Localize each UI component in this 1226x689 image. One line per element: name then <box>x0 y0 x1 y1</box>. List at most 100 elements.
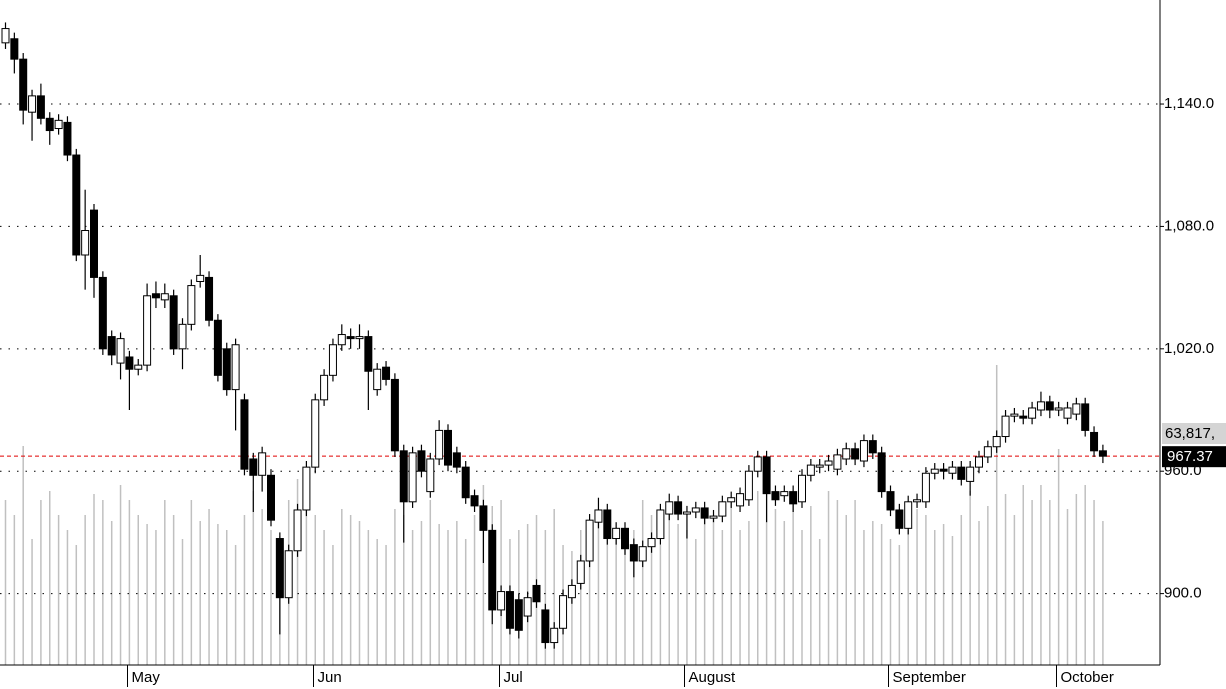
candle-body <box>28 95 37 113</box>
candle-body <box>169 295 178 350</box>
candle-body <box>1081 403 1090 431</box>
candle-body <box>488 529 497 611</box>
x-tick-label: September <box>893 669 966 686</box>
candle-body <box>532 584 541 603</box>
candle-body <box>479 505 488 531</box>
candle-body <box>629 544 638 562</box>
candle-body <box>771 491 780 501</box>
candle-body <box>284 550 293 599</box>
y-tick-label: 1,080.0 <box>1164 217 1214 234</box>
candle-body <box>382 366 391 380</box>
candle-body <box>567 584 576 599</box>
candle-body <box>125 356 134 370</box>
candle-body <box>957 466 966 480</box>
candle-body <box>320 374 329 401</box>
candle-body <box>594 509 603 523</box>
candle-body <box>231 344 240 391</box>
candle-body <box>72 154 81 256</box>
candle-body <box>19 58 28 111</box>
candle-body <box>815 464 824 468</box>
candle-body <box>744 470 753 501</box>
candle-body <box>612 527 621 540</box>
candle-body <box>992 436 1001 448</box>
candle-body <box>921 472 930 503</box>
candle-body <box>1010 413 1019 417</box>
candle-body <box>461 466 470 499</box>
candle-body <box>444 429 452 466</box>
candle-body <box>187 285 196 325</box>
candle-body <box>1072 403 1081 415</box>
volume-layer <box>4 365 1104 665</box>
candle-body <box>293 509 302 552</box>
candle-body <box>151 293 160 299</box>
candle-body <box>859 440 868 462</box>
candle-body <box>470 495 479 507</box>
candle-body <box>868 440 877 454</box>
candle-body <box>240 399 249 470</box>
candle-body <box>541 609 550 644</box>
candle-body <box>851 448 860 460</box>
candle-body <box>390 378 399 452</box>
candle-body <box>833 454 842 470</box>
candle-body <box>559 595 568 629</box>
candle-body <box>1001 415 1010 438</box>
candle-body <box>213 319 222 376</box>
candle-body <box>647 538 656 548</box>
candle-body <box>718 501 727 517</box>
candle-body <box>939 468 948 472</box>
candle-body <box>1063 407 1072 419</box>
candle-layer <box>1 22 1107 649</box>
candle-body <box>691 507 700 513</box>
candle-body <box>736 493 745 507</box>
y-tick-label: 1,140.0 <box>1164 95 1214 112</box>
candle-body <box>81 230 90 256</box>
candle-body <box>364 336 373 372</box>
volume-label: 63,817, <box>1165 425 1215 442</box>
candle-body <box>798 474 806 503</box>
volume-label-box <box>1162 423 1226 444</box>
candle-body <box>311 399 320 468</box>
x-tick-label: May <box>132 669 161 686</box>
candle-body <box>160 293 169 301</box>
y-tick-label: 900.0 <box>1164 585 1202 602</box>
candle-body <box>762 456 771 495</box>
last-price-label: 967.37 <box>1167 448 1213 465</box>
candle-body <box>523 597 532 617</box>
candle-body <box>674 501 683 515</box>
candle-body <box>638 546 647 562</box>
candle-body <box>576 560 585 584</box>
candle-body <box>656 509 665 540</box>
candle-body <box>134 364 143 370</box>
candle-body <box>585 519 594 562</box>
candle-body <box>505 591 514 629</box>
candle-body <box>806 464 815 476</box>
candle-body <box>267 474 275 521</box>
candle-body <box>196 274 205 283</box>
candle-body <box>90 209 98 278</box>
candle-body <box>727 497 736 503</box>
candle-body <box>1098 450 1107 457</box>
candle-body <box>1054 407 1063 411</box>
candle-body <box>417 450 426 472</box>
candle-body <box>1045 401 1054 411</box>
candle-body <box>550 627 559 644</box>
x-tick-label: October <box>1061 669 1114 686</box>
candle-body <box>249 458 258 476</box>
y-tick-label: 1,020.0 <box>1164 340 1214 357</box>
candle-body <box>1019 415 1028 419</box>
last-price-box <box>1162 446 1226 468</box>
candle-body <box>780 491 789 497</box>
candle-body <box>258 452 267 476</box>
candle-body <box>1090 431 1099 452</box>
candle-body <box>399 450 408 503</box>
candle-body <box>665 501 674 515</box>
candle-body <box>337 334 346 346</box>
candle-body <box>1036 401 1045 411</box>
candle-body <box>877 452 886 493</box>
x-tick-label: Jul <box>504 669 523 686</box>
candle-body <box>54 119 63 130</box>
candle-body <box>373 368 382 391</box>
candle-body <box>948 466 957 474</box>
candle-body <box>603 509 612 540</box>
